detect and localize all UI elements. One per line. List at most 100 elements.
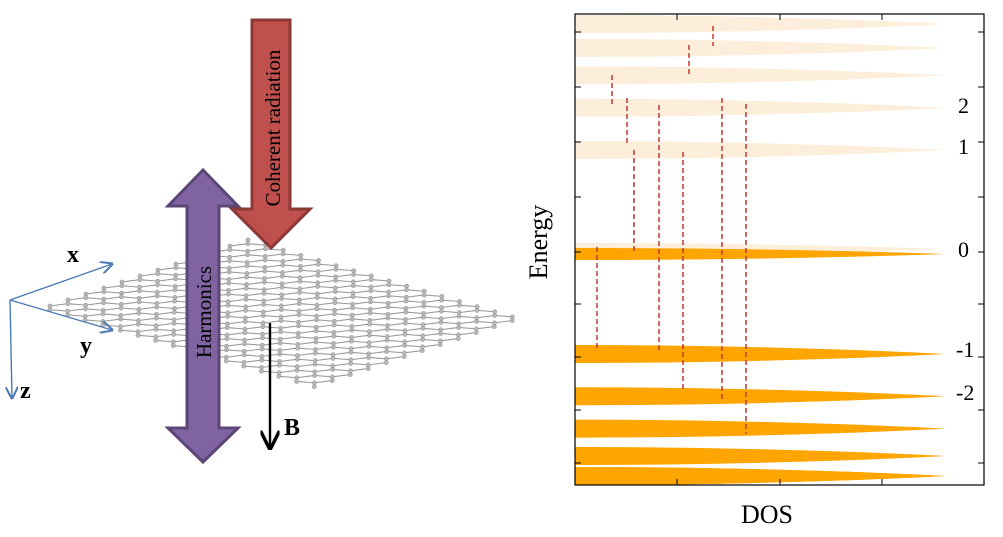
- lattice-bond: [85, 302, 104, 306]
- lattice-atom: [421, 292, 427, 298]
- landau-level-empty: [575, 39, 946, 57]
- lattice-bond: [494, 320, 513, 324]
- landau-level-empty: [575, 66, 946, 85]
- lattice-bond: [247, 254, 266, 257]
- lattice-atom: [298, 267, 303, 273]
- lattice-atom: [347, 372, 353, 377]
- landau-level-filled: [575, 248, 946, 260]
- lattice-atom: [226, 269, 232, 275]
- lattice-bond: [387, 311, 406, 315]
- lattice-atom: [277, 351, 283, 357]
- level-label: -1: [956, 337, 974, 362]
- lattice-bond: [228, 276, 247, 280]
- lattice-bond: [318, 268, 337, 273]
- lattice-atom: [439, 297, 445, 303]
- lattice-bond: [120, 329, 139, 333]
- lattice-bond: [370, 284, 389, 288]
- lattice-bond: [155, 333, 174, 338]
- lattice-bond: [353, 279, 372, 283]
- lattice-bond: [458, 320, 477, 325]
- lattice-bond: [369, 339, 388, 344]
- lattice-atom: [118, 316, 124, 322]
- lattice-bond: [388, 306, 406, 309]
- lattice-bond: [245, 321, 264, 324]
- lattice-bond: [350, 368, 369, 372]
- lattice-bond: [459, 304, 478, 308]
- lattice-atom: [313, 350, 318, 356]
- lattice-bond: [247, 265, 265, 268]
- lattice-atom: [226, 291, 231, 297]
- lattice-bond: [296, 380, 315, 384]
- lattice-atom: [330, 367, 335, 372]
- lattice-atom: [419, 348, 425, 353]
- lattice-atom: [276, 373, 282, 379]
- lattice-bond: [281, 291, 300, 296]
- lattice-atom: [421, 314, 426, 320]
- lattice-atom: [100, 311, 106, 317]
- lattice-bond: [316, 324, 335, 328]
- lattice-bond: [229, 265, 248, 269]
- lattice-bond: [228, 287, 247, 292]
- lattice-bond: [388, 289, 407, 293]
- lattice-atom: [295, 334, 301, 340]
- lattice-atom: [295, 345, 301, 351]
- lattice-bond: [262, 326, 281, 329]
- lattice-atom: [368, 288, 374, 294]
- lattice-bond: [226, 332, 245, 336]
- z-axis-arrow: [10, 299, 12, 398]
- lattice-bond: [406, 294, 425, 298]
- lattice-bond: [282, 280, 301, 285]
- lattice-bond: [156, 317, 175, 321]
- lattice-bond: [156, 300, 175, 304]
- lattice-bond: [156, 306, 175, 310]
- lattice-bond: [263, 315, 282, 318]
- lattice-bond: [316, 308, 335, 311]
- lattice-bond: [121, 285, 140, 288]
- lattice-atom: [509, 318, 515, 323]
- lattice-atom: [296, 323, 301, 329]
- lattice-bond: [352, 296, 371, 299]
- lattice-bond: [279, 358, 298, 363]
- lattice-bond: [298, 314, 317, 317]
- lattice-bond: [370, 301, 389, 304]
- lattice-bond: [298, 319, 317, 323]
- lattice-atom: [313, 339, 319, 345]
- lattice-bond: [405, 327, 424, 332]
- lattice-bond: [85, 308, 104, 311]
- lattice-atom: [83, 295, 89, 301]
- lattice-atom: [226, 280, 232, 286]
- lattice-atom: [384, 337, 390, 343]
- lattice-bond: [49, 303, 68, 307]
- lattice-atom: [331, 322, 337, 328]
- lattice-atom: [349, 338, 354, 344]
- lattice-bond: [139, 284, 158, 288]
- lattice-bond: [263, 297, 282, 302]
- lattice-bond: [300, 274, 319, 279]
- lattice-bond: [299, 297, 318, 301]
- lattice-atom: [227, 247, 233, 253]
- lattice-atom: [349, 327, 355, 333]
- lattice-bond: [314, 380, 333, 384]
- lattice-atom: [137, 288, 142, 294]
- lattice-bond: [298, 336, 316, 339]
- lattice-bond: [332, 357, 351, 361]
- lattice-bond: [226, 354, 245, 358]
- lattice-bond: [281, 286, 300, 290]
- lattice-bond: [333, 335, 352, 339]
- transition-lines: [596, 26, 747, 434]
- harmonics-arrow-shape: [164, 167, 242, 465]
- lattice-bond: [441, 304, 460, 309]
- lattice-atom: [367, 310, 373, 316]
- lattice-bond: [333, 346, 352, 350]
- lattice-atom: [242, 319, 248, 324]
- lattice-bond: [244, 332, 263, 335]
- lattice-bond: [102, 318, 121, 322]
- lattice-atom: [294, 379, 299, 384]
- lattice-bond: [67, 308, 86, 312]
- lattice-bond: [281, 303, 300, 307]
- lattice-bond: [226, 338, 245, 341]
- lattice-bond: [102, 324, 121, 328]
- lattice-atom: [242, 330, 248, 336]
- lattice-atom: [118, 305, 124, 311]
- lattice-bond: [368, 362, 387, 366]
